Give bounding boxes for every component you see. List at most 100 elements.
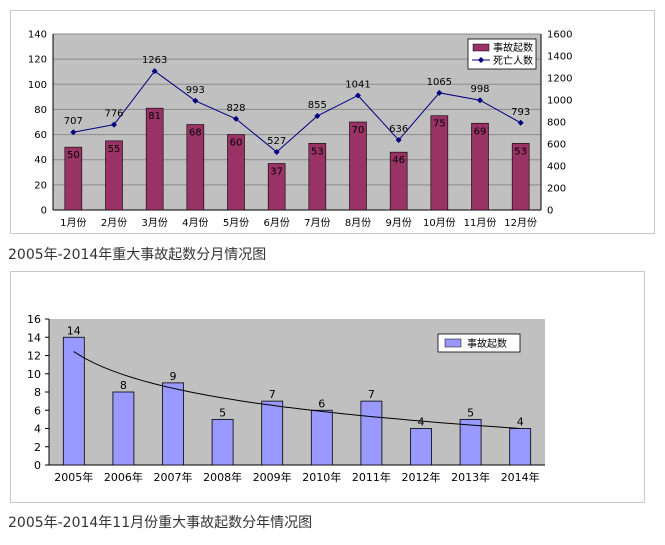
line-value-label: 776	[104, 109, 123, 120]
bar-value-label: 81	[148, 111, 161, 122]
y2-tick-label: 800	[547, 118, 566, 129]
bar	[211, 418, 234, 466]
line-value-label: 636	[389, 124, 408, 135]
x-tick-label: 2008年	[203, 470, 242, 484]
line-value-label: 527	[267, 136, 286, 147]
y-tick-label: 6	[34, 404, 41, 417]
line-point	[70, 129, 77, 136]
monthly-chart: 0204060801001201400200400600800100012001…	[28, 30, 573, 230]
x-tick-label: 2006年	[104, 470, 143, 484]
line-point	[517, 119, 524, 126]
y-tick-label: 14	[27, 331, 41, 344]
y-tick-label: 20	[34, 180, 47, 191]
x-tick-label: 3月份	[141, 217, 167, 229]
x-tick-label: 2009年	[253, 470, 292, 484]
bar	[389, 151, 408, 211]
yearly-chart-caption: 2005年-2014年11月份重大事故起数分年情况图	[8, 515, 313, 531]
bar	[509, 428, 532, 466]
line-point	[314, 112, 321, 119]
y-tick-label: 140	[28, 30, 47, 41]
legend-line-label: 死亡人数	[493, 54, 533, 67]
bar	[112, 391, 135, 466]
bar	[227, 134, 245, 211]
y-tick-label: 0	[41, 206, 47, 217]
trendline	[73, 351, 521, 429]
x-tick-label: 12月份	[504, 217, 537, 229]
x-tick-label: 6月份	[263, 217, 289, 229]
y-tick-label: 100	[28, 80, 47, 91]
line-point	[233, 115, 239, 122]
y-tick-label: 4	[34, 423, 41, 436]
x-tick-label: 10月份	[423, 217, 456, 229]
x-tick-label: 2005年	[54, 470, 93, 484]
line-value-label: 707	[64, 116, 83, 127]
x-tick-label: 8月份	[345, 217, 371, 229]
line-value-label: 1065	[427, 77, 452, 88]
bar-value-label: 7	[368, 388, 375, 401]
bar-value-label: 4	[517, 416, 524, 429]
line-value-label: 1263	[142, 55, 167, 66]
bar-value-label: 75	[433, 119, 446, 130]
legend-bar-label: 事故起数	[493, 41, 533, 54]
yearly-chart: 0 2 4 6 8 10 12 14 16 14 2005年 8 2006年 9 2007年 5 2008年 7 2…	[27, 313, 545, 484]
bar	[511, 143, 530, 211]
y-tick-label: 0	[34, 459, 41, 472]
legend-box	[437, 333, 521, 353]
y2-tick-label: 0	[547, 206, 553, 217]
x-tick-label: 2月份	[101, 217, 127, 229]
plot-area	[53, 34, 541, 210]
y2-tick-label: 600	[547, 140, 566, 151]
y-tick-label: 40	[34, 155, 47, 166]
line-value-label: 828	[226, 103, 245, 114]
x-tick-label: 2010年	[302, 470, 341, 484]
y-tick-label: 8	[34, 386, 41, 399]
x-tick-label: 2012年	[402, 470, 441, 484]
line-value-label: 998	[470, 84, 489, 95]
x-tick-label: 2014年	[501, 470, 540, 484]
y2-tick-label: 1600	[547, 30, 572, 41]
bar	[105, 140, 123, 211]
bar-value-label: 4	[418, 416, 425, 429]
line-point	[395, 137, 402, 144]
bar	[261, 400, 284, 466]
monthly-chart-caption: 2005年-2014年重大事故起数分月情况图	[8, 247, 267, 263]
line-point	[273, 149, 280, 156]
y2-tick-label: 200	[547, 184, 566, 195]
y-tick-label: 2	[34, 441, 41, 454]
bar	[360, 400, 383, 466]
bar	[430, 115, 449, 211]
x-tick-label: 11月份	[464, 217, 497, 229]
bar-value-label: 6	[318, 397, 325, 410]
bar	[410, 428, 432, 466]
bar-value-label: 5	[219, 406, 226, 419]
bar-value-label: 46	[392, 155, 405, 166]
bar-value-label: 8	[120, 379, 127, 392]
bar-value-label: 50	[67, 150, 80, 161]
line-point	[355, 92, 361, 99]
bar	[310, 409, 333, 466]
line-point	[111, 121, 117, 128]
bar-value-label: 9	[170, 370, 177, 383]
y-tick-label: 10	[27, 368, 41, 381]
bar-value-label: 68	[189, 128, 202, 139]
y-tick-label: 60	[34, 130, 47, 141]
x-tick-label: 9月份	[385, 217, 411, 229]
bar-value-label: 53	[311, 146, 324, 157]
bar-value-label: 14	[67, 324, 81, 337]
y2-tick-label: 1000	[547, 96, 572, 107]
x-tick-label: 2007年	[154, 470, 193, 484]
legend-line-marker	[478, 57, 484, 63]
line-value-label: 993	[186, 85, 205, 96]
x-tick-label: 1月份	[60, 217, 86, 229]
bar-value-label: 60	[230, 138, 243, 149]
line-point	[192, 97, 199, 104]
x-tick-label: 5月份	[223, 217, 249, 229]
x-tick-label: 4月份	[182, 217, 208, 229]
line-value-label: 1041	[345, 79, 370, 90]
bar	[64, 146, 83, 211]
bar	[162, 382, 184, 466]
y-tick-label: 16	[27, 313, 41, 326]
y2-tick-label: 400	[547, 162, 566, 173]
monthly-chart-frame: 0 20 40 60 80 100 120 140 0 200 400 600 800 1000 1200 1…	[10, 10, 655, 234]
bar	[145, 107, 164, 211]
